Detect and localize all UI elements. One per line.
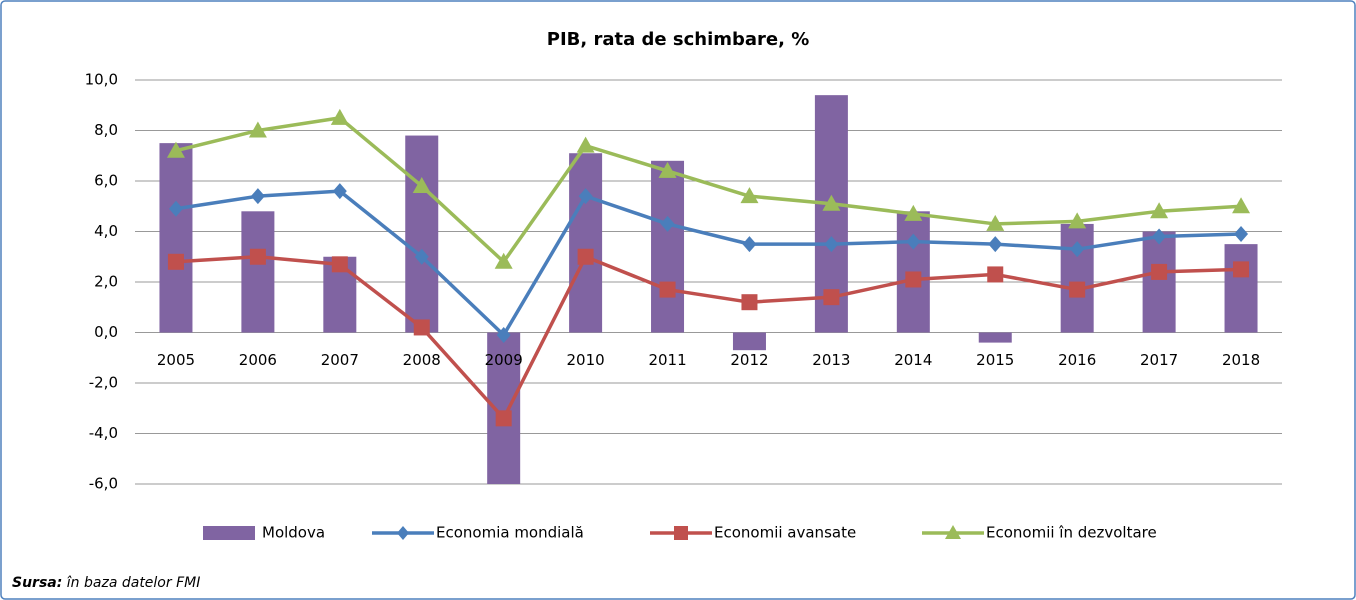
y-tick-label: 6,0 <box>94 172 118 190</box>
bar <box>1224 244 1258 333</box>
marker <box>168 200 183 217</box>
marker <box>495 410 512 427</box>
y-tick-label: 8,0 <box>94 121 118 139</box>
marker <box>658 161 677 178</box>
x-tick-label: 2013 <box>812 351 850 369</box>
marker <box>249 248 266 265</box>
marker <box>331 256 348 273</box>
marker <box>659 281 676 298</box>
marker <box>740 187 759 204</box>
x-tick-label: 2006 <box>239 351 277 369</box>
line <box>175 255 1242 421</box>
x-tick-label: 2014 <box>894 351 932 369</box>
marker <box>741 294 758 311</box>
bar <box>569 153 603 333</box>
legend-label: Economia mondială <box>436 524 584 542</box>
marker <box>988 236 1003 253</box>
marker <box>987 266 1004 283</box>
bar <box>651 160 685 333</box>
marker <box>822 194 841 211</box>
marker <box>1234 226 1249 243</box>
marker <box>1232 197 1251 214</box>
legend-label: Economii în dezvoltare <box>986 524 1157 542</box>
legend-label: Moldova <box>262 524 325 542</box>
source: Sursa: în baza datelor FMI <box>12 575 200 591</box>
y-tick-label: 2,0 <box>94 273 118 291</box>
y-tick-label: 10,0 <box>85 71 118 89</box>
marker <box>330 108 349 125</box>
legend-marker <box>674 526 688 540</box>
legend-label: Economii avansate <box>714 524 856 542</box>
x-tick-label: 2017 <box>1140 351 1178 369</box>
marker <box>414 248 429 265</box>
x-tick-label: 2007 <box>321 351 359 369</box>
y-tick-label: 4,0 <box>94 222 118 240</box>
x-tick-label: 2005 <box>157 351 195 369</box>
marker <box>1069 281 1086 298</box>
marker <box>332 183 347 200</box>
bar <box>241 211 275 333</box>
x-tick-label: 2016 <box>1058 351 1096 369</box>
marker <box>742 236 757 253</box>
marker <box>496 327 511 344</box>
source-label: Sursa: <box>12 575 62 591</box>
bar <box>732 332 766 351</box>
bar <box>1060 223 1094 333</box>
x-tick-label: 2008 <box>403 351 441 369</box>
marker <box>167 253 184 270</box>
marker <box>576 136 595 153</box>
marker <box>1070 241 1085 258</box>
y-tick-label: -6,0 <box>89 475 118 493</box>
marker <box>413 319 430 336</box>
x-tick-label: 2012 <box>730 351 768 369</box>
marker <box>823 289 840 306</box>
x-tick-label: 2011 <box>648 351 686 369</box>
marker <box>904 204 923 221</box>
marker <box>248 121 267 138</box>
x-tick-label: 2009 <box>485 351 523 369</box>
marker <box>1233 261 1250 278</box>
chart-title: PIB, rata de schimbare, % <box>547 29 810 50</box>
marker <box>166 141 185 158</box>
y-tick-label: -4,0 <box>89 424 118 442</box>
line <box>175 189 1242 337</box>
bar <box>159 143 193 333</box>
legend-marker <box>397 526 409 540</box>
marker <box>905 271 922 288</box>
line <box>175 116 1242 264</box>
x-tick-label: 2015 <box>976 351 1014 369</box>
source-text: în baza datelor FMI <box>67 575 201 591</box>
marker <box>1151 263 1168 280</box>
marker <box>1150 202 1169 219</box>
bar <box>978 332 1012 343</box>
bar <box>405 135 439 333</box>
marker <box>986 214 1005 231</box>
marker <box>1068 212 1087 229</box>
legend-marker <box>945 525 961 539</box>
y-tick-label: 0,0 <box>94 323 118 341</box>
x-tick-label: 2018 <box>1222 351 1260 369</box>
bar <box>1142 231 1176 333</box>
marker <box>824 236 839 253</box>
marker <box>412 177 431 194</box>
marker <box>578 188 593 205</box>
marker <box>660 215 675 232</box>
y-tick-label: -2,0 <box>89 374 118 392</box>
marker <box>494 252 513 269</box>
marker <box>1152 228 1167 245</box>
marker <box>577 248 594 265</box>
x-tick-label: 2010 <box>567 351 605 369</box>
marker <box>250 188 265 205</box>
legend-swatch <box>203 526 255 540</box>
marker <box>906 233 921 250</box>
